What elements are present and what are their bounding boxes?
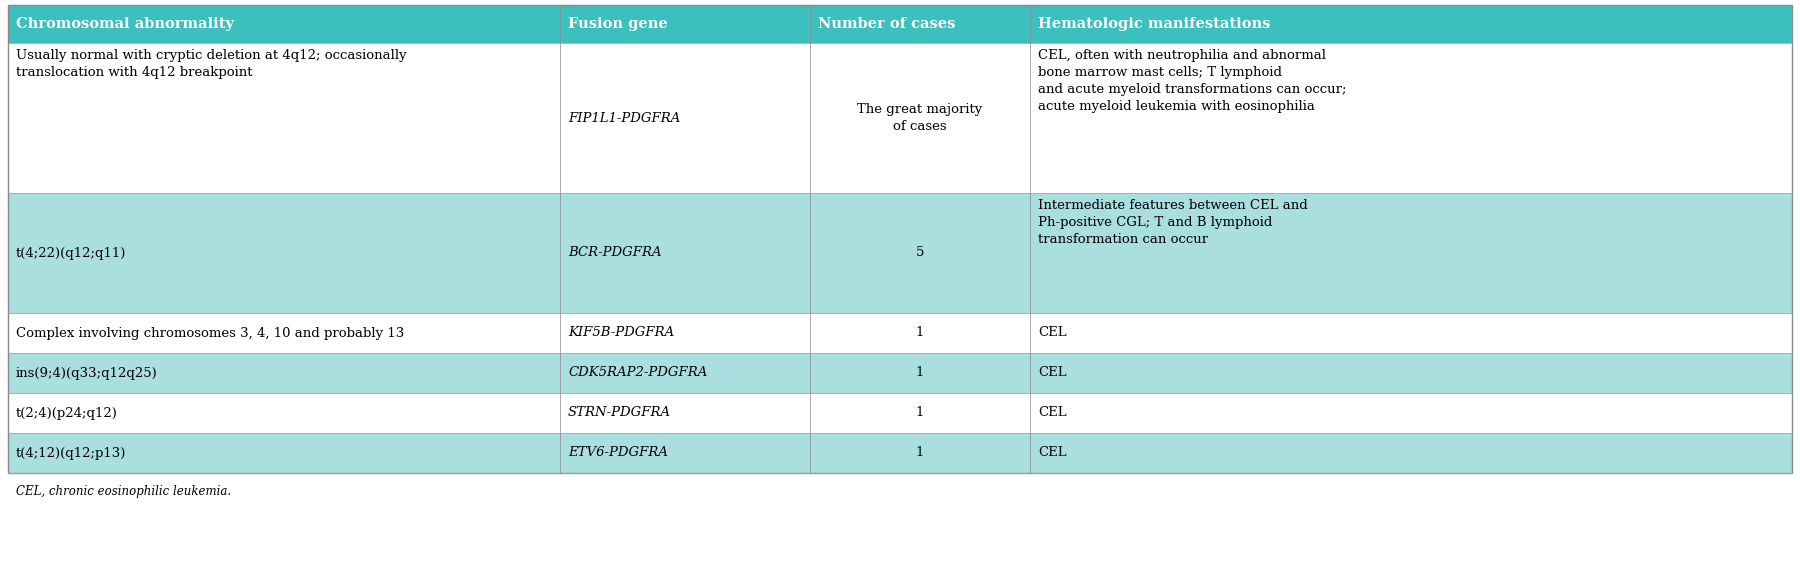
Text: t(4;12)(q12;p13): t(4;12)(q12;p13): [16, 446, 126, 459]
Text: Usually normal with cryptic deletion at 4q12; occasionally
translocation with 4q: Usually normal with cryptic deletion at …: [16, 49, 407, 79]
Text: 1: 1: [916, 367, 923, 380]
Bar: [7, 43, 1793, 193]
Text: Complex involving chromosomes 3, 4, 10 and probably 13: Complex involving chromosomes 3, 4, 10 a…: [16, 327, 405, 340]
Text: Number of cases: Number of cases: [817, 17, 956, 31]
Text: 5: 5: [916, 246, 923, 259]
Bar: [7, 313, 1793, 353]
Text: Chromosomal abnormality: Chromosomal abnormality: [16, 17, 234, 31]
Text: t(4;22)(q12;q11): t(4;22)(q12;q11): [16, 246, 126, 259]
Text: ETV6-PDGFRA: ETV6-PDGFRA: [569, 446, 668, 459]
Text: 1: 1: [916, 327, 923, 340]
Text: 1: 1: [916, 446, 923, 459]
Text: t(2;4)(p24;q12): t(2;4)(p24;q12): [16, 406, 117, 419]
Bar: [7, 193, 1793, 313]
Text: Fusion gene: Fusion gene: [569, 17, 668, 31]
Text: ins(9;4)(q33;q12q25): ins(9;4)(q33;q12q25): [16, 367, 158, 380]
Bar: [7, 5, 1793, 473]
Text: CEL, often with neutrophilia and abnormal
bone marrow mast cells; T lymphoid
and: CEL, often with neutrophilia and abnorma…: [1039, 49, 1346, 113]
Bar: [7, 433, 1793, 473]
Bar: [7, 5, 1793, 43]
Text: 1: 1: [916, 406, 923, 419]
Text: STRN-PDGFRA: STRN-PDGFRA: [569, 406, 671, 419]
Bar: [7, 353, 1793, 393]
Text: CEL: CEL: [1039, 327, 1067, 340]
Text: CEL, chronic eosinophilic leukemia.: CEL, chronic eosinophilic leukemia.: [16, 485, 230, 498]
Text: CEL: CEL: [1039, 446, 1067, 459]
Text: The great majority
of cases: The great majority of cases: [857, 103, 983, 133]
Text: CDK5RAP2-PDGFRA: CDK5RAP2-PDGFRA: [569, 367, 707, 380]
Text: CEL: CEL: [1039, 406, 1067, 419]
Text: CEL: CEL: [1039, 367, 1067, 380]
Text: Intermediate features between CEL and
Ph-positive CGL; T and B lymphoid
transfor: Intermediate features between CEL and Ph…: [1039, 199, 1309, 246]
Text: FIP1L1-PDGFRA: FIP1L1-PDGFRA: [569, 111, 680, 124]
Text: KIF5B-PDGFRA: KIF5B-PDGFRA: [569, 327, 675, 340]
Bar: [7, 393, 1793, 433]
Text: Hematologic manifestations: Hematologic manifestations: [1039, 17, 1271, 31]
Text: BCR-PDGFRA: BCR-PDGFRA: [569, 246, 662, 259]
